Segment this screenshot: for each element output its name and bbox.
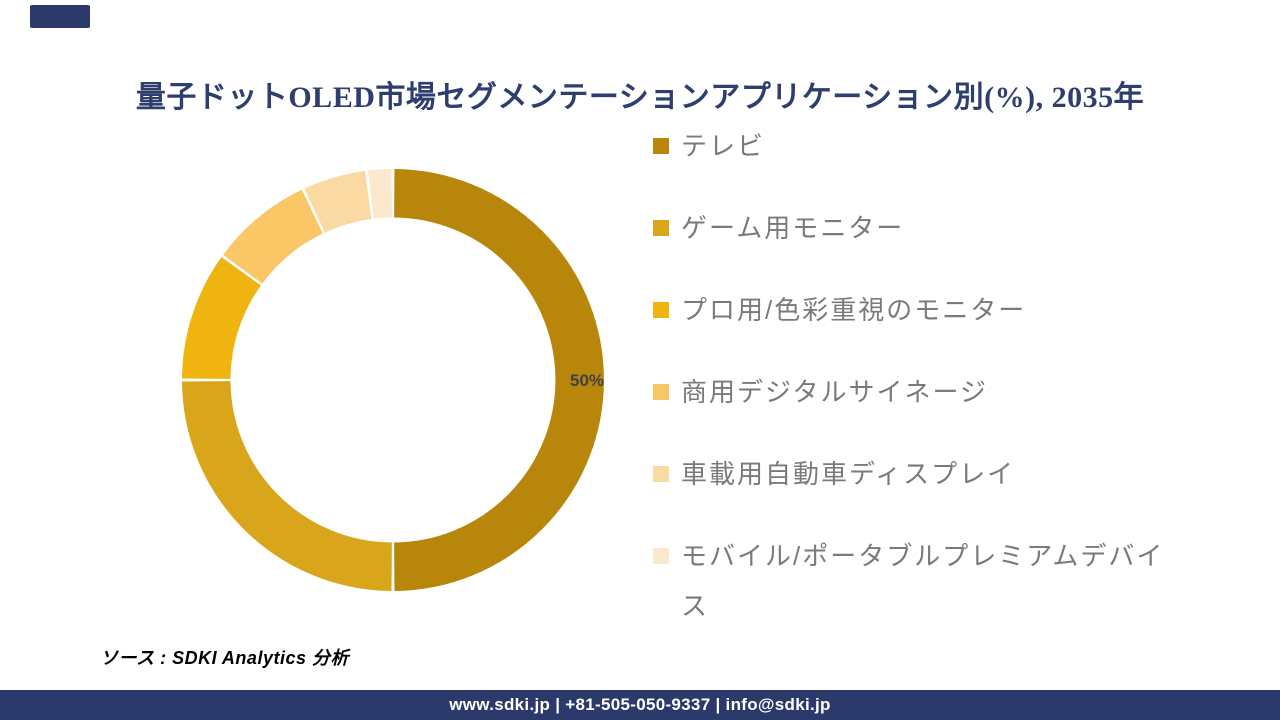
footer-contact-text: www.sdki.jp | +81-505-050-9337 | info@sd… [449,695,831,714]
donut-segment-3[interactable] [223,189,324,285]
legend-label: 車載用自動車ディスプレイ [681,459,1016,489]
legend-item[interactable]: ゲーム用モニター [653,203,1168,253]
legend-swatch [653,302,669,318]
legend-swatch [653,548,669,564]
donut-segment-2[interactable] [182,257,262,380]
legend-item[interactable]: モバイル/ポータブルプレミアムデバイス [653,531,1168,631]
legend-label: プロ用/色彩重視のモニター [681,295,1027,325]
legend-label: ゲーム用モニター [681,213,905,243]
legend-item[interactable]: プロ用/色彩重視のモニター [653,285,1168,335]
legend-swatch [653,138,669,154]
source-note: ソース : SDKI Analytics 分析 [100,648,349,668]
donut-segment-4[interactable] [304,170,373,233]
chart-legend: テレビゲーム用モニタープロ用/色彩重視のモニター 商用デジタルサイネージ 車載用自動… [653,121,1168,663]
legend-item[interactable]: テレビ [653,121,1168,171]
legend-swatch [653,384,669,400]
donut-segment-5[interactable] [368,169,393,219]
legend-item[interactable]: 商用デジタルサイネージ [653,367,1168,417]
legend-label: テレビ [681,131,766,161]
slice-data-label: 50% [569,371,605,390]
legend-label: 商用デジタルサイネージ [681,377,988,407]
legend-label: モバイル/ポータブルプレミアムデバイス [681,541,1165,621]
donut-chart [173,160,613,600]
legend-item[interactable]: 車載用自動車ディスプレイ [653,449,1168,499]
footer-bar: www.sdki.jp | +81-505-050-9337 | info@sd… [0,690,1280,720]
donut-segment-1[interactable] [182,380,393,591]
legend-swatch [653,466,669,482]
donut-segment-0[interactable] [393,169,604,591]
chart-title: 量子ドットOLED市場セグメンテーションアプリケーション別(%), 2035年 [135,81,1145,115]
legend-swatch [653,220,669,236]
corner-accent [30,5,90,28]
